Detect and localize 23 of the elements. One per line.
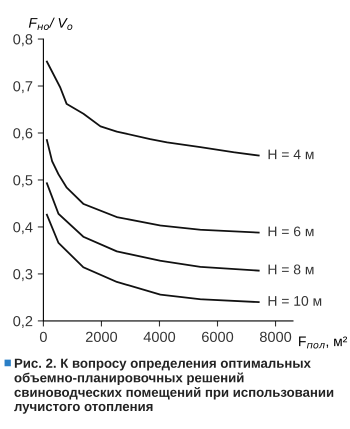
x-tick-label: 6000 (202, 332, 234, 342)
y-tick-label: 0,5 (13, 175, 32, 188)
series-label: H = 6 м (268, 226, 314, 236)
x-tick-label: 0 (40, 332, 47, 342)
text: Рис. 2. К вопросу определения оптимальных объемно-планировочных решений свиноводческих помещений при использовании лучистого отопления (14, 358, 334, 414)
x-tick-label: 4000 (144, 332, 176, 342)
series-label: H = 10 м (268, 296, 322, 306)
y-tick-label: 0,2 (13, 316, 32, 328)
y-tick-label: 0,4 (13, 222, 33, 234)
x-tick-label: 8000 (260, 332, 292, 342)
series-label: H = 8 м (268, 264, 314, 274)
y-tick-label: 0,8 (13, 34, 32, 46)
series-label: H = 4 м (268, 150, 314, 160)
line-series (46, 214, 260, 304)
line-series (46, 139, 260, 234)
x-tick-label: 2000 (86, 332, 118, 342)
y-axis-title: F$_{но}$/ V$_{о}$ (28, 18, 72, 30)
y-tick-label: 0,6 (13, 128, 32, 140)
y-tick-label: 0,3 (13, 269, 32, 282)
x-axis-title: F$_{пол}$, м² (299, 336, 348, 349)
y-tick-label: 0,7 (13, 81, 32, 94)
line-series (46, 60, 260, 156)
line-series (46, 182, 260, 272)
